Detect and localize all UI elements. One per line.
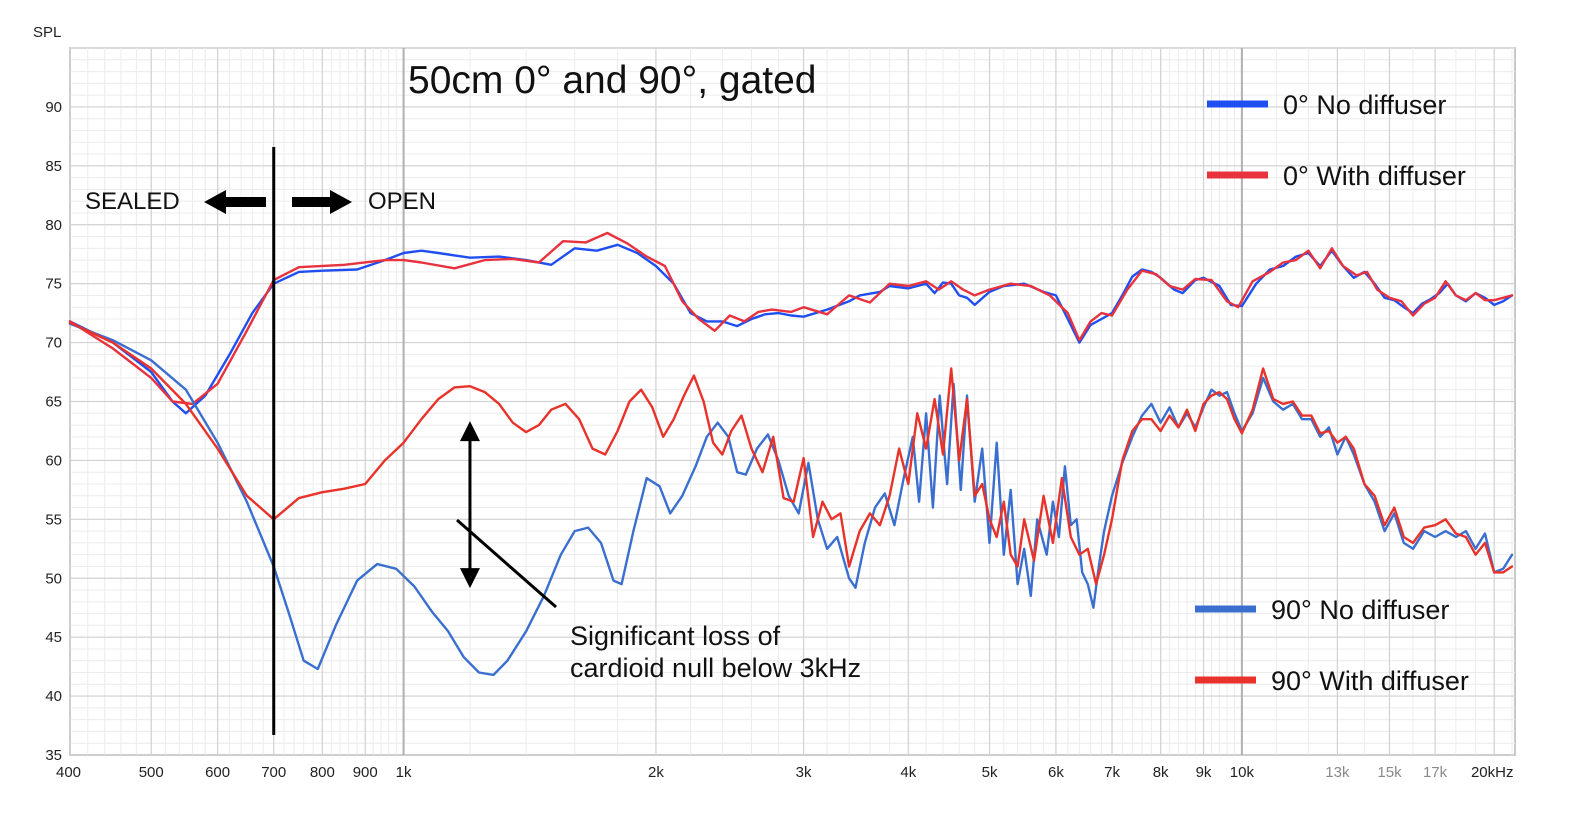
y-tick-label: 60 <box>45 452 62 469</box>
x-tick-label: 800 <box>310 764 335 781</box>
x-tick-label: 7k <box>1104 764 1120 781</box>
chart-title: 50cm 0° and 90°, gated <box>408 59 816 102</box>
x-tick-label: 15k <box>1377 764 1402 781</box>
x-tick-label: 900 <box>353 764 378 781</box>
legend-label-0-with-diffuser: 0° With diffuser <box>1283 161 1466 191</box>
x-tick-labels: 400 500 600 700 800 900 1k 2k 3k 4k 5k 6k 7k 8k 9k 10k 1… <box>56 764 1514 781</box>
x-tick-label: 1k <box>396 764 412 781</box>
y-tick-label: 35 <box>45 747 62 764</box>
double-arrow-down-icon <box>459 568 480 589</box>
annotation-text-line2: cardioid null below 3kHz <box>570 653 861 683</box>
y-tick-label: 85 <box>45 158 62 175</box>
annotation-text-line1: Significant loss of <box>570 621 781 651</box>
y-tick-label: 45 <box>45 629 62 646</box>
x-tick-label: 10k <box>1230 764 1255 781</box>
y-tick-label: 75 <box>45 276 62 293</box>
open-label: OPEN <box>368 188 436 215</box>
y-tick-label: 55 <box>45 511 62 528</box>
sealed-open-annotation: SEALED OPEN <box>85 147 436 735</box>
y-tick-label: 70 <box>45 335 62 352</box>
x-tick-label: 13k <box>1325 764 1350 781</box>
x-tick-label: 600 <box>205 764 230 781</box>
series-line-3 <box>68 321 1514 586</box>
x-tick-label: 5k <box>982 764 998 781</box>
legend: 0° No diffuser 0° With diffuser 90° No d… <box>1195 90 1469 696</box>
sealed-label: SEALED <box>85 188 180 215</box>
x-tick-label: 17k <box>1423 764 1448 781</box>
x-tick-label: 20kHz <box>1471 764 1514 781</box>
legend-label-0-no-diffuser: 0° No diffuser <box>1283 90 1446 120</box>
legend-label-90-with-diffuser: 90° With diffuser <box>1271 666 1469 696</box>
y-tick-label: 50 <box>45 570 62 587</box>
major-gridlines <box>69 48 1515 756</box>
double-arrow-up-icon <box>459 421 480 442</box>
y-tick-label: 65 <box>45 394 62 411</box>
legend-label-90-no-diffuser: 90° No diffuser <box>1271 595 1449 625</box>
x-tick-label: 9k <box>1196 764 1212 781</box>
sealed-arrow-icon <box>204 190 266 214</box>
series-line-1 <box>68 231 1514 406</box>
x-tick-label: 6k <box>1048 764 1064 781</box>
x-tick-label: 700 <box>261 764 286 781</box>
y-tick-label: 90 <box>45 99 62 116</box>
annotation-pointer-line <box>456 518 557 609</box>
series-line-0 <box>68 243 1514 415</box>
series-lines <box>68 231 1514 677</box>
null-loss-annotation: Significant loss of cardioid null below … <box>456 421 861 683</box>
x-tick-label: 4k <box>900 764 916 781</box>
x-tick-label: 8k <box>1153 764 1169 781</box>
y-tick-label: 80 <box>45 217 62 234</box>
x-tick-label: 3k <box>796 764 812 781</box>
y-tick-labels: 35 40 45 50 55 60 65 70 75 80 85 90 <box>45 99 62 764</box>
y-axis-label: SPL <box>33 24 61 41</box>
x-tick-label: 2k <box>648 764 664 781</box>
x-tick-label: 500 <box>139 764 164 781</box>
y-tick-label: 40 <box>45 688 62 705</box>
x-tick-label: 400 <box>56 764 81 781</box>
open-arrow-icon <box>292 190 352 214</box>
